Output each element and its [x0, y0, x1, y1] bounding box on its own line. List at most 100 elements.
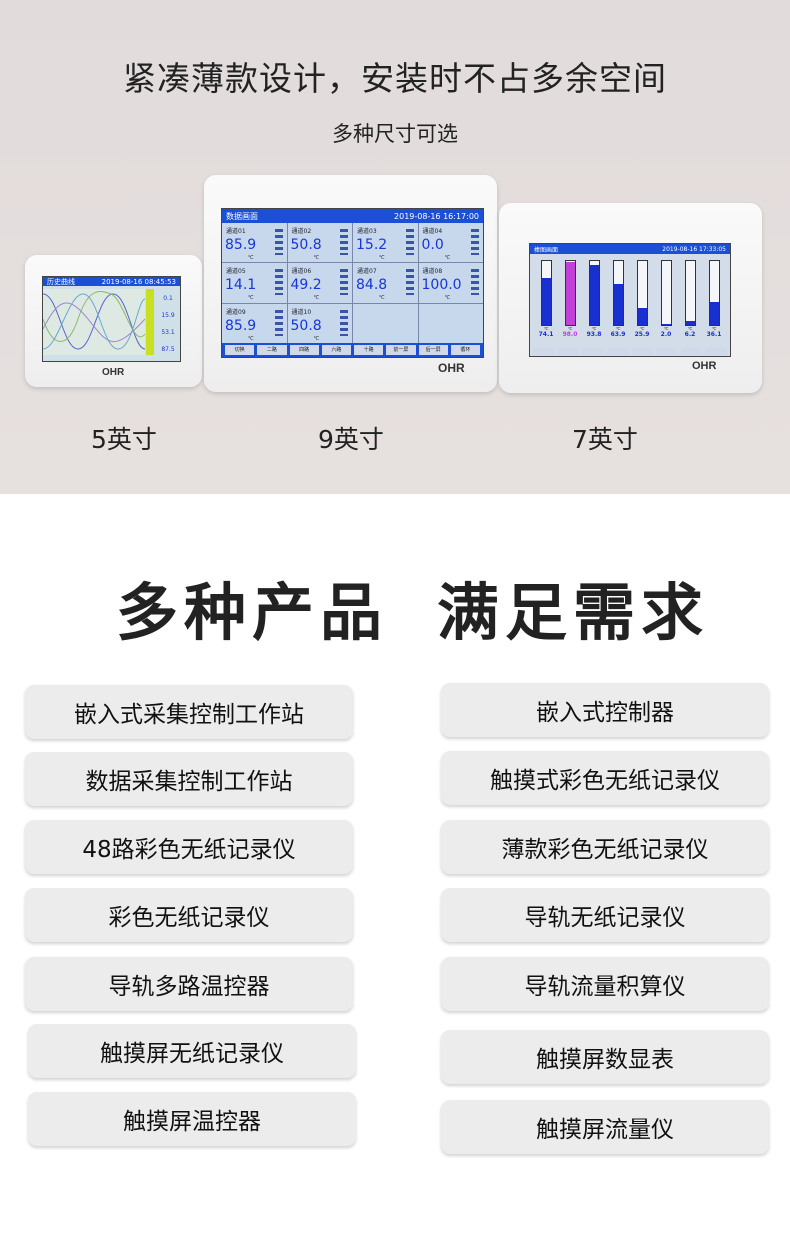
bar-track — [588, 260, 600, 326]
reading: 53.1 — [161, 329, 175, 336]
channel-value: 85.9 — [225, 317, 257, 334]
bar-value: 63.9 — [610, 331, 626, 338]
bar-value: 98.0 — [562, 331, 578, 338]
bar-screen: 棒图画面 2019-08-16 17:33:05 ℃ 74.1 ℃ 98.0 ℃ 93.8 ℃… — [529, 243, 731, 357]
product-button[interactable]: 触摸式彩色无纸记录仪 — [441, 751, 769, 805]
screen-title: 历史曲线 — [47, 277, 75, 286]
size-label-7: 7英寸 — [572, 425, 638, 454]
product-button[interactable]: 导轨多路温控器 — [25, 957, 353, 1011]
level-indicator-icon — [340, 309, 348, 336]
screen-title: 棒图画面 — [534, 246, 559, 254]
channel-cell: 通道06 49.2 ℃ — [287, 263, 352, 303]
screen-button[interactable]: 前一屏 — [386, 345, 416, 355]
product-button[interactable]: 导轨流量积算仪 — [441, 957, 769, 1011]
bar-column: ℃ 6.2 — [681, 254, 699, 346]
channel-name: 通道05 — [226, 268, 246, 276]
channel-cell: 通道10 50.8 ℃ — [287, 303, 352, 343]
device-5inch: 历史曲线 2019-08-16 08:45:53 0.1 15.9 53.1 87… — [25, 255, 202, 387]
size-label-5: 5英寸 — [91, 425, 157, 454]
screen-button[interactable]: 二路 — [257, 345, 287, 355]
bar-track — [636, 260, 648, 326]
level-indicator-icon — [405, 269, 414, 296]
product-button[interactable]: 触摸屏流量仪 — [441, 1100, 769, 1154]
channel-cell: 通道01 85.9 ℃ — [222, 223, 287, 263]
bar-fill — [709, 301, 719, 325]
bar-column: ℃ 25.9 — [633, 254, 651, 346]
brand-logo: OHR — [102, 367, 125, 378]
screen-datetime: 2019-08-16 16:17:00 — [394, 211, 479, 221]
screen-datetime: 2019-08-16 17:33:05 — [662, 245, 726, 253]
level-indicator-icon — [340, 269, 348, 296]
product-button[interactable]: 彩色无纸记录仪 — [25, 888, 353, 942]
level-indicator-icon — [274, 309, 283, 336]
reading: 87.5 — [161, 346, 175, 353]
level-indicator-icon — [405, 229, 414, 255]
screen-title: 数据画面 — [226, 211, 258, 221]
channel-cell: 通道04 0.0 ℃ — [418, 223, 483, 263]
bar-value: 2.0 — [660, 331, 672, 338]
channel-name: 通道08 — [422, 268, 443, 276]
channel-cell: 通道05 14.1 ℃ — [222, 263, 287, 303]
brand-logo: OHR — [438, 361, 465, 375]
channel-value: 84.8 — [356, 277, 388, 294]
bar-column: ℃ 2.0 — [657, 254, 675, 346]
brand-logo: OHR — [692, 360, 717, 372]
screen-button[interactable]: 四路 — [289, 345, 319, 355]
screen-button[interactable]: 循环 — [450, 345, 480, 355]
channel-cell: 通道08 100.0 ℃ — [418, 263, 483, 303]
bar-track — [564, 260, 576, 326]
size-label-9: 9英寸 — [318, 425, 384, 454]
screen-button[interactable]: 十路 — [354, 345, 384, 355]
product-button[interactable]: 触摸屏温控器 — [28, 1092, 356, 1146]
product-button[interactable]: 数据采集控制工作站 — [25, 752, 353, 806]
level-indicator-icon — [340, 229, 348, 255]
channel-cell: 通道09 85.9 ℃ — [222, 303, 287, 343]
bar-fill — [541, 277, 551, 325]
channel-name: 通道10 — [291, 308, 312, 316]
hero-section: 紧凑薄款设计，安装时不占多余空间 多种尺寸可选 历史曲线 2019-08-16 0… — [0, 0, 790, 494]
bar-track — [660, 260, 672, 326]
channel-unit: ℃ — [444, 255, 451, 261]
data-screen: 数据画面 2019-08-16 16:17:00 通道01 85.9 ℃ 通道02 50.… — [221, 208, 484, 358]
bar-value: 25.9 — [634, 331, 650, 338]
channel-cell — [418, 303, 483, 343]
device-7inch: 棒图画面 2019-08-16 17:33:05 ℃ 74.1 ℃ 98.0 ℃ 93.8 ℃… — [499, 203, 762, 393]
trend-chart — [43, 289, 145, 355]
section-title-right: 满足需求 — [437, 576, 710, 649]
level-indicator-icon — [274, 229, 283, 255]
channel-value: 15.2 — [356, 237, 388, 253]
channel-value: 0.0 — [421, 237, 444, 253]
product-button[interactable]: 触摸屏数显表 — [441, 1030, 769, 1084]
channel-unit: ℃ — [248, 295, 254, 302]
product-button[interactable]: 薄款彩色无纸记录仪 — [441, 820, 769, 874]
screen-button[interactable]: 后一屏 — [418, 345, 448, 355]
bar-column: ℃ 93.8 — [585, 254, 603, 346]
channel-value: 49.2 — [290, 277, 322, 294]
channel-unit: ℃ — [313, 335, 320, 342]
level-indicator-icon — [471, 229, 479, 255]
product-button[interactable]: 导轨无纸记录仪 — [441, 888, 769, 942]
bar-fill — [685, 321, 695, 325]
bar-fill — [565, 262, 575, 325]
bar-value: 74.1 — [538, 331, 554, 338]
product-button[interactable]: 嵌入式采集控制工作站 — [25, 685, 353, 739]
product-button[interactable]: 48路彩色无纸记录仪 — [25, 820, 353, 874]
channel-name: 通道07 — [357, 268, 377, 276]
channel-value: 14.1 — [225, 277, 257, 294]
channel-value: 50.8 — [290, 237, 322, 253]
bar-fill — [613, 284, 623, 325]
screen-button[interactable]: 切换 — [225, 345, 255, 355]
channel-value: 85.9 — [225, 237, 257, 253]
bar-track — [684, 260, 696, 326]
bar-column: ℃ 98.0 — [561, 254, 579, 346]
channel-cell — [353, 303, 418, 343]
product-button[interactable]: 嵌入式控制器 — [441, 683, 769, 737]
product-button[interactable]: 触摸屏无纸记录仪 — [28, 1024, 356, 1078]
trend-screen: 历史曲线 2019-08-16 08:45:53 0.1 15.9 53.1 87… — [42, 276, 181, 362]
screen-button[interactable]: 六路 — [321, 345, 351, 355]
hero-title: 紧凑薄款设计，安装时不占多余空间 — [123, 59, 667, 98]
channel-name: 通道02 — [291, 228, 312, 235]
level-indicator-icon — [471, 269, 479, 296]
channel-name: 通道04 — [422, 228, 443, 235]
bar-value: 6.2 — [684, 331, 696, 338]
